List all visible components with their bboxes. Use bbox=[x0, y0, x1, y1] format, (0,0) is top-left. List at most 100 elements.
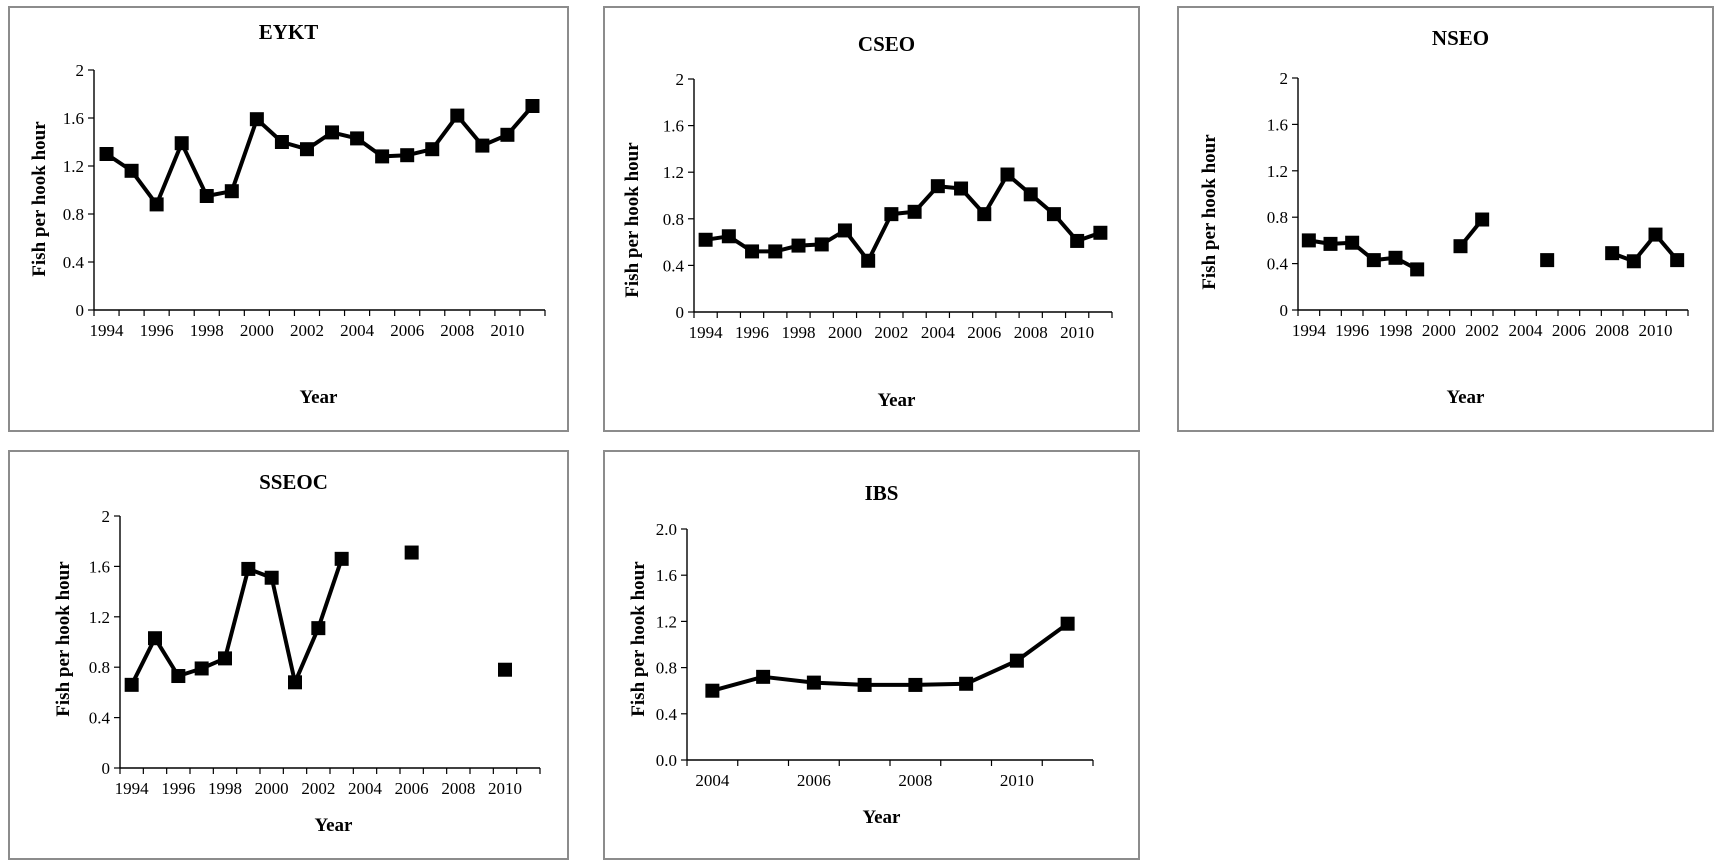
x-tick-label: 2002 bbox=[874, 323, 908, 342]
x-tick-label: 2000 bbox=[1422, 321, 1456, 340]
x-tick-label: 2008 bbox=[441, 779, 475, 798]
y-tick-label: 2 bbox=[76, 61, 85, 80]
data-point bbox=[1009, 653, 1024, 668]
data-point bbox=[1453, 239, 1468, 254]
x-tick-label: 2010 bbox=[1000, 771, 1034, 790]
chart-panel-cseo: CSEO Year Fish per hook hour 0 0.4 0.8 1.2 1… bbox=[603, 6, 1140, 432]
y-tick-label: 1.2 bbox=[1267, 162, 1288, 181]
x-tick-label: 2000 bbox=[828, 323, 862, 342]
data-point bbox=[525, 99, 540, 113]
data-point bbox=[1345, 235, 1360, 250]
series-line bbox=[705, 172, 1102, 263]
x-tick-label: 2002 bbox=[290, 321, 324, 340]
data-point bbox=[498, 662, 512, 677]
x-tick-label: 1996 bbox=[161, 779, 195, 798]
data-point bbox=[1046, 207, 1061, 222]
data-point bbox=[375, 149, 390, 164]
x-tick-label: 1998 bbox=[782, 323, 816, 342]
x-tick-label: 2010 bbox=[490, 321, 524, 340]
data-point bbox=[171, 669, 186, 684]
data-point bbox=[475, 138, 490, 153]
x-tick-label: 2004 bbox=[348, 779, 383, 798]
x-tick-label: 1996 bbox=[735, 323, 769, 342]
y-tick-label: 1.2 bbox=[663, 163, 684, 182]
data-point bbox=[288, 675, 302, 690]
x-tick-label: 1998 bbox=[1379, 321, 1413, 340]
data-point bbox=[299, 142, 314, 157]
data-point bbox=[1366, 253, 1381, 268]
y-tick-label: 1.6 bbox=[63, 109, 84, 128]
y-tick-label: 0 bbox=[102, 759, 111, 778]
chart-title: IBS bbox=[864, 481, 899, 505]
data-point bbox=[400, 148, 415, 163]
y-tick-label: 1.2 bbox=[89, 608, 110, 627]
x-tick-label: 2004 bbox=[921, 323, 956, 342]
data-point bbox=[1093, 225, 1108, 240]
chart-title: SSEOC bbox=[259, 470, 328, 494]
chart-plot: 0 0.4 0.8 1.2 1.6 2 1994 1996 1998 2000 2002 2004 20… bbox=[663, 70, 1113, 342]
data-point bbox=[1023, 187, 1038, 202]
chart-title: NSEO bbox=[1431, 26, 1490, 50]
x-tick-label: 2006 bbox=[1552, 321, 1586, 340]
chart-title: CSEO bbox=[857, 32, 916, 56]
data-point bbox=[450, 108, 465, 123]
data-point bbox=[325, 125, 340, 140]
x-tick-label: 1998 bbox=[190, 321, 224, 340]
x-tick-label: 2010 bbox=[1060, 323, 1094, 342]
y-tick-label: 2.0 bbox=[656, 520, 677, 539]
x-tick-label: 1996 bbox=[1335, 321, 1369, 340]
x-tick-label: 2002 bbox=[1465, 321, 1499, 340]
y-tick-label: 2 bbox=[1280, 69, 1289, 88]
y-tick-label: 0.4 bbox=[663, 256, 685, 275]
y-tick-label: 0.4 bbox=[63, 253, 85, 272]
x-tick-label: 2006 bbox=[797, 771, 831, 790]
data-point bbox=[1540, 253, 1555, 268]
data-point bbox=[1605, 246, 1620, 261]
series-line bbox=[105, 104, 535, 207]
chart-panel-ibs: IBS Year Fish per hook hour 0.0 0.4 0.8 1.2… bbox=[603, 450, 1140, 860]
series-line bbox=[711, 622, 1069, 693]
data-point bbox=[745, 244, 760, 259]
y-tick-label: 2 bbox=[102, 507, 111, 526]
y-tick-label: 0.8 bbox=[63, 205, 84, 224]
y-tick-label: 0 bbox=[1280, 301, 1289, 320]
data-point bbox=[249, 112, 264, 127]
data-point bbox=[806, 675, 821, 690]
y-tick-label: 1.6 bbox=[656, 566, 677, 585]
data-point bbox=[1070, 233, 1085, 248]
y-tick-label: 0.4 bbox=[1267, 255, 1289, 274]
y-tick-label: 0.4 bbox=[656, 705, 678, 724]
data-point bbox=[194, 661, 209, 676]
data-point bbox=[199, 189, 214, 203]
x-tick-label: 2002 bbox=[301, 779, 335, 798]
data-point bbox=[1060, 616, 1075, 631]
y-tick-label: 0.8 bbox=[656, 659, 677, 678]
data-point bbox=[241, 561, 256, 576]
x-tick-label: 2008 bbox=[898, 771, 932, 790]
x-axis-label: Year bbox=[1446, 387, 1485, 408]
chart-plot: 0.0 0.4 0.8 1.2 1.6 2.0 2004 2006 2008 2010 bbox=[656, 520, 1094, 790]
y-tick-label: 1.2 bbox=[656, 612, 677, 631]
data-point bbox=[721, 229, 736, 244]
x-axis-label: Year bbox=[877, 390, 916, 411]
series-line bbox=[1611, 232, 1679, 264]
data-point bbox=[705, 683, 720, 698]
y-tick-label: 1.6 bbox=[89, 557, 110, 576]
data-point bbox=[791, 238, 806, 253]
x-tick-label: 2004 bbox=[340, 321, 375, 340]
data-point bbox=[224, 184, 239, 199]
x-tick-label: 2006 bbox=[967, 323, 1001, 342]
y-tick-label: 0.8 bbox=[89, 658, 110, 677]
y-tick-label: 0.8 bbox=[663, 210, 684, 229]
chart-title: EYKT bbox=[258, 20, 319, 44]
data-point bbox=[500, 127, 515, 142]
data-point bbox=[124, 677, 139, 692]
chart-plot: 0 0.4 0.8 1.2 1.6 2 1994 1996 1998 2000 2002 2004 20… bbox=[89, 507, 541, 798]
x-axis-label: Year bbox=[299, 387, 338, 408]
data-point bbox=[274, 135, 289, 149]
data-point bbox=[334, 551, 349, 566]
x-tick-label: 2008 bbox=[1595, 321, 1629, 340]
x-tick-label: 2000 bbox=[240, 321, 274, 340]
data-point bbox=[837, 223, 852, 238]
data-point bbox=[311, 621, 326, 636]
